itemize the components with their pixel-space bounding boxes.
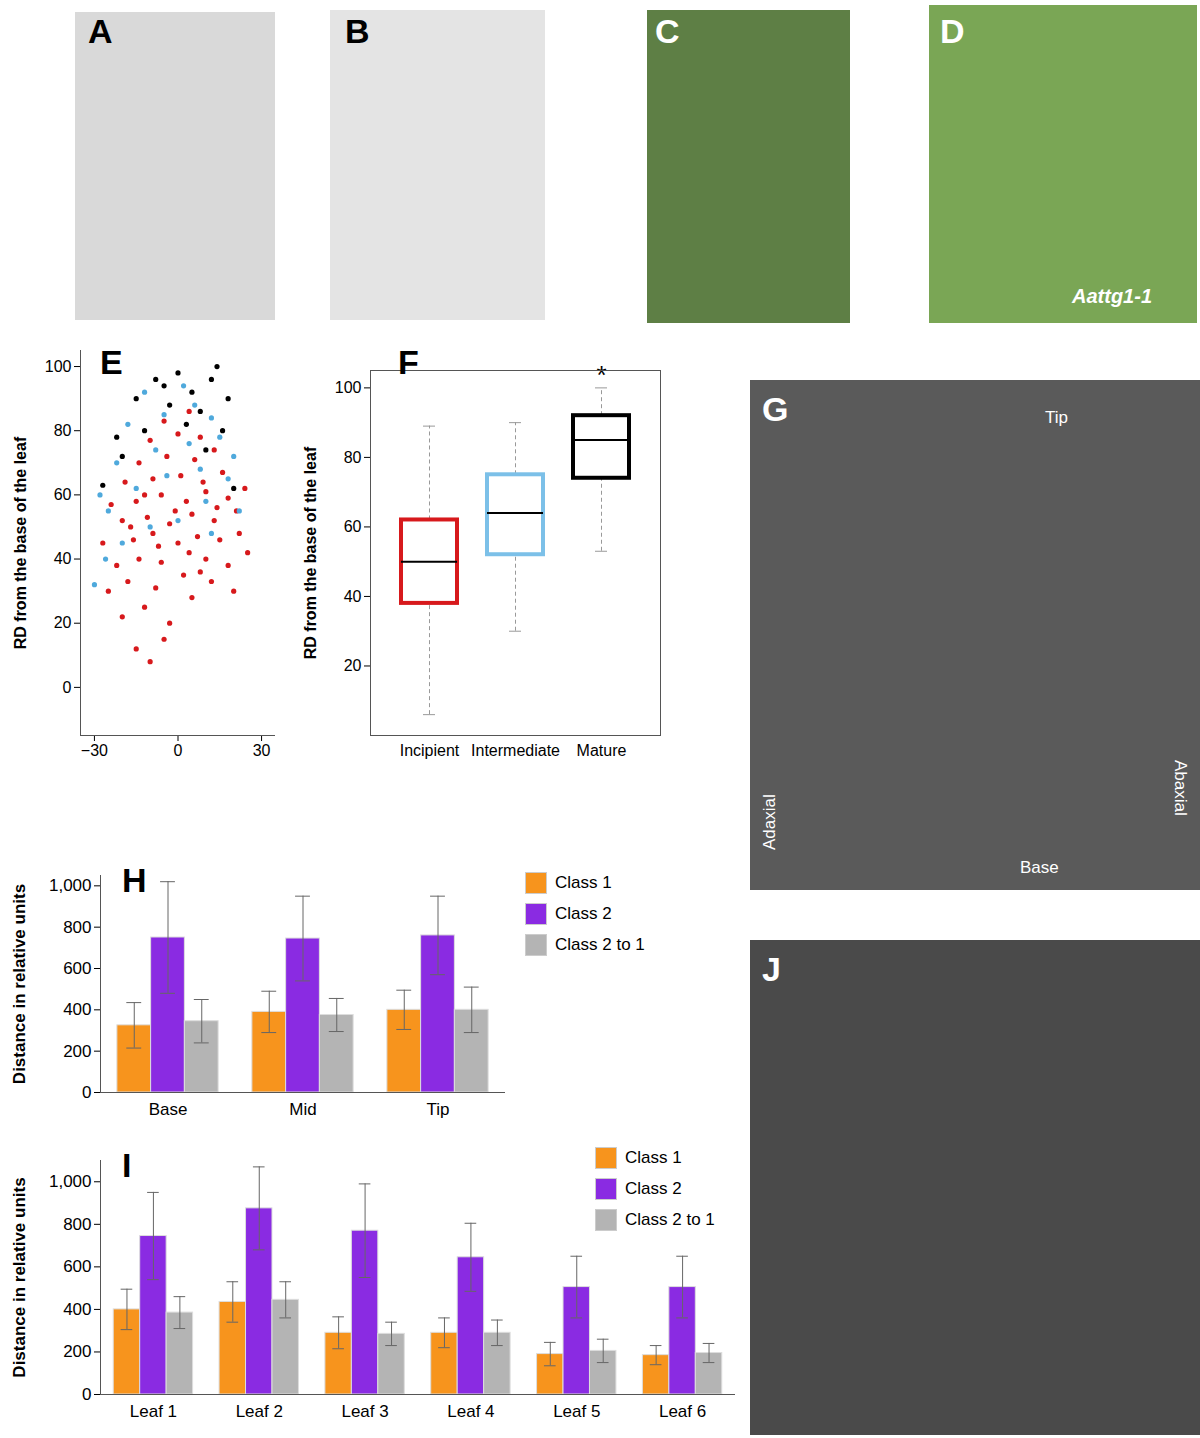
svg-text:80: 80 [54, 422, 72, 439]
svg-text:100: 100 [45, 358, 72, 375]
svg-text:Intermediate: Intermediate [471, 742, 560, 759]
svg-text:0: 0 [63, 678, 72, 695]
svg-text:Mature: Mature [577, 742, 627, 759]
svg-text:Leaf 2: Leaf 2 [236, 1402, 283, 1421]
html-text:B: B [345, 12, 370, 50]
svg-text:100: 100 [335, 379, 362, 396]
html-text:C: C [655, 12, 680, 50]
html-text:Class 2 to 1: Class 2 to 1 [555, 934, 645, 954]
html-text:Class 2: Class 2 [625, 1178, 682, 1198]
html-text:Adaxial: Adaxial [760, 794, 779, 850]
svg-text:Base: Base [149, 1100, 188, 1119]
html-text:G: G [762, 390, 789, 428]
svg-text:Leaf 3: Leaf 3 [341, 1402, 388, 1421]
svg-text:80: 80 [344, 449, 362, 466]
svg-text:800: 800 [63, 918, 91, 937]
svg-text:0: 0 [82, 1385, 91, 1404]
svg-text:0: 0 [82, 1083, 91, 1102]
svg-text:Mid: Mid [289, 1100, 316, 1119]
html-text:J: J [762, 950, 781, 988]
html-text:D: D [940, 12, 965, 50]
svg-text:40: 40 [54, 550, 72, 567]
svg-text:Distance in relative units: Distance in relative units [10, 884, 29, 1084]
svg-text:−30: −30 [81, 742, 108, 759]
svg-text:Incipient: Incipient [400, 742, 460, 759]
svg-text:1,000: 1,000 [49, 876, 92, 895]
html-text:F: F [398, 343, 419, 381]
html-text:Class 2 to 1: Class 2 to 1 [625, 1209, 715, 1229]
svg-text:20: 20 [344, 657, 362, 674]
svg-text:400: 400 [63, 1000, 91, 1019]
svg-text:Leaf 6: Leaf 6 [659, 1402, 706, 1421]
html-text:Class 2: Class 2 [555, 903, 612, 923]
html-text:E: E [100, 343, 123, 381]
svg-text:1,000: 1,000 [49, 1172, 92, 1191]
svg-text:RD from the base of the leaf: RD from the base of the leaf [12, 436, 29, 649]
html-text:H: H [122, 861, 147, 899]
html-text:Abaxial: Abaxial [1171, 760, 1190, 816]
html-text:Class 1: Class 1 [555, 872, 612, 892]
html-text:Base: Base [1020, 858, 1059, 877]
svg-text:400: 400 [63, 1300, 91, 1319]
svg-text:60: 60 [54, 486, 72, 503]
svg-text:Leaf 4: Leaf 4 [447, 1402, 494, 1421]
svg-text:RD from the base of the leaf: RD from the base of the leaf [302, 446, 319, 659]
svg-text:40: 40 [344, 588, 362, 605]
svg-text:Tip: Tip [427, 1100, 450, 1119]
svg-text:600: 600 [63, 1257, 91, 1276]
html-text:A: A [88, 12, 113, 50]
html-text:Class 1: Class 1 [625, 1147, 682, 1167]
svg-text:200: 200 [63, 1342, 91, 1361]
svg-text:Leaf 1: Leaf 1 [130, 1402, 177, 1421]
svg-text:200: 200 [63, 1042, 91, 1061]
svg-text:Leaf 5: Leaf 5 [553, 1402, 600, 1421]
svg-text:600: 600 [63, 959, 91, 978]
html-text:I: I [122, 1146, 132, 1184]
svg-text:30: 30 [253, 742, 271, 759]
svg-text:*: * [596, 360, 606, 390]
svg-text:Distance in relative units: Distance in relative units [10, 1177, 29, 1377]
html-text:Tip: Tip [1045, 408, 1068, 427]
html-text:Aattg1-1: Aattg1-1 [1072, 285, 1152, 307]
svg-text:60: 60 [344, 518, 362, 535]
svg-text:800: 800 [63, 1215, 91, 1234]
svg-text:0: 0 [174, 742, 183, 759]
svg-text:20: 20 [54, 614, 72, 631]
